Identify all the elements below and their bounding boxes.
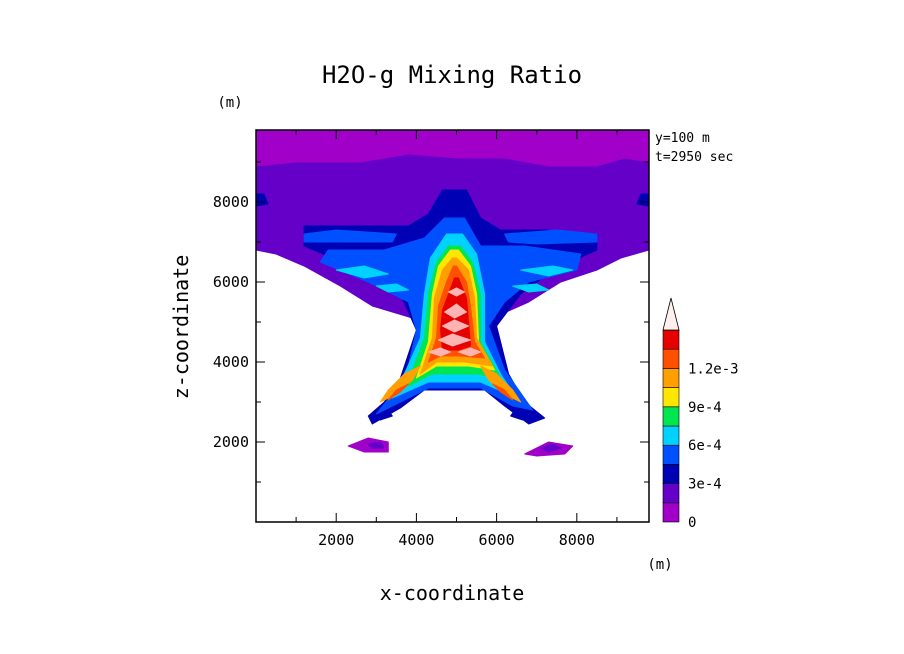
colorbar-band [662, 444, 680, 465]
chart-title: H2O-g Mixing Ratio [322, 61, 582, 89]
y-axis-ticks: 2000 4000 6000 8000 [213, 161, 649, 483]
colorbar-band [662, 329, 680, 350]
y-axis-label: z-coordinate [169, 255, 193, 400]
x-tick-label: 8000 [559, 531, 595, 549]
colorbar-band [662, 464, 680, 484]
contour-top-band [256, 130, 649, 167]
colorbar-label: 0 [688, 515, 696, 531]
contour-cell-3 [438, 333, 471, 347]
contour-left-arm-red [387, 383, 409, 401]
colorbar: 0 3e-4 6e-4 9e-4 1.2e-3 [662, 297, 739, 531]
plot-frame [255, 129, 650, 523]
contour-cell-2 [442, 319, 469, 333]
colorbar-label: 3e-4 [688, 477, 722, 493]
contour-blob-right-inner [540, 443, 562, 453]
plot-area: 2000 4000 6000 8000 2000 4000 6000 8000 [213, 129, 650, 549]
contour-fills [256, 130, 649, 457]
contour-blue-left-band [303, 229, 397, 243]
contour-blue-right-band [504, 229, 598, 245]
x-unit-label: (m) [647, 557, 672, 573]
x-axis-ticks: 2000 4000 6000 8000 [295, 130, 618, 549]
y-tick-label: 4000 [213, 353, 249, 371]
colorbar-band [662, 483, 680, 504]
contour-cyan-left-2 [375, 283, 409, 293]
contour-cyan-left-1 [335, 265, 389, 279]
y-unit-label: (m) [217, 95, 242, 111]
contour-cell-4 [427, 347, 451, 357]
colorbar-band [662, 406, 680, 427]
contour-stem-right-bottom [510, 409, 530, 421]
contour-cyan-right-1 [520, 265, 574, 277]
y-tick-label: 8000 [213, 193, 249, 211]
colorbar-label: 6e-4 [688, 438, 722, 454]
colorbar-band [662, 502, 680, 523]
x-tick-label: 2000 [318, 531, 354, 549]
colorbar-label: 1.2e-3 [688, 361, 739, 377]
contour-stem-left-bottom [373, 409, 393, 421]
contour-right-arm-red [492, 383, 514, 401]
contour-cyan-right-2 [512, 283, 550, 293]
contour-edge-left [256, 193, 269, 207]
contour-blob-left-inner [367, 441, 385, 449]
x-tick-label: 4000 [398, 531, 434, 549]
contour-cell-1 [444, 303, 467, 319]
contour-edge-right [636, 193, 649, 207]
y-tick-label: 2000 [213, 433, 249, 451]
contour-cell-5 [458, 347, 482, 357]
x-tick-label: 6000 [479, 531, 515, 549]
info-line-y: y=100 m [655, 131, 710, 146]
colorbar-band [662, 387, 680, 408]
colorbar-band [662, 368, 680, 388]
y-tick-label: 6000 [213, 273, 249, 291]
info-line-t: t=2950 sec [655, 150, 733, 165]
colorbar-band [662, 348, 680, 369]
contour-cell-6 [448, 287, 465, 297]
colorbar-label: 9e-4 [688, 400, 722, 416]
colorbar-band [662, 425, 680, 446]
colorbar-extend-arrow [662, 297, 680, 331]
x-axis-label: x-coordinate [380, 581, 525, 605]
